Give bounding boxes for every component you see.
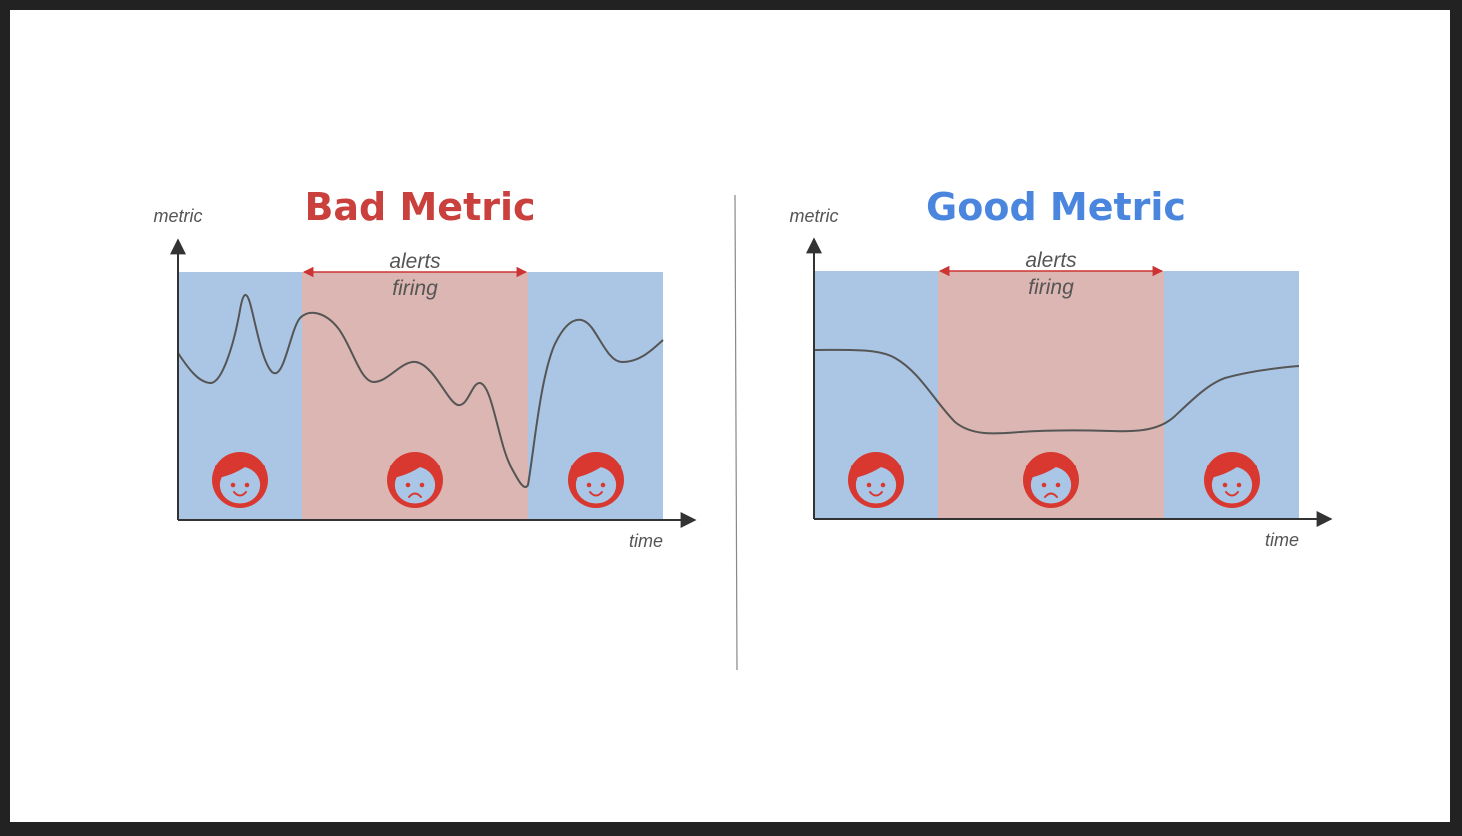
happy-face-icon [212, 452, 268, 508]
happy-face-icon [848, 452, 904, 508]
diagram-canvas: Bad Metric metric time alerts firing Goo… [154, 185, 1333, 671]
metric-curve [813, 348, 1300, 435]
happy-face-icon [568, 452, 624, 508]
x-axis-label: time [1265, 530, 1299, 550]
y-axis-label: metric [790, 206, 839, 226]
good-metric-panel: Good Metric metric time alerts firing [790, 185, 1333, 550]
x-axis-label: time [629, 531, 663, 551]
alert-label-line2: firing [392, 277, 438, 300]
bad-metric-panel: Bad Metric metric time alerts firing [154, 185, 697, 551]
alert-label-line1: alerts [1025, 249, 1077, 272]
y-axis-label: metric [154, 206, 203, 226]
alert-label-line1: alerts [389, 250, 441, 273]
metric-curve [177, 294, 664, 488]
happy-face-icon [1204, 452, 1260, 508]
panel-divider [734, 194, 738, 671]
sad-face-icon [387, 452, 443, 508]
panel-title: Good Metric [926, 185, 1186, 229]
sad-face-icon [1023, 452, 1079, 508]
alert-label-line2: firing [1028, 276, 1074, 299]
slide: Bad Metric metric time alerts firing Goo… [10, 10, 1450, 822]
panel-title: Bad Metric [304, 185, 535, 229]
